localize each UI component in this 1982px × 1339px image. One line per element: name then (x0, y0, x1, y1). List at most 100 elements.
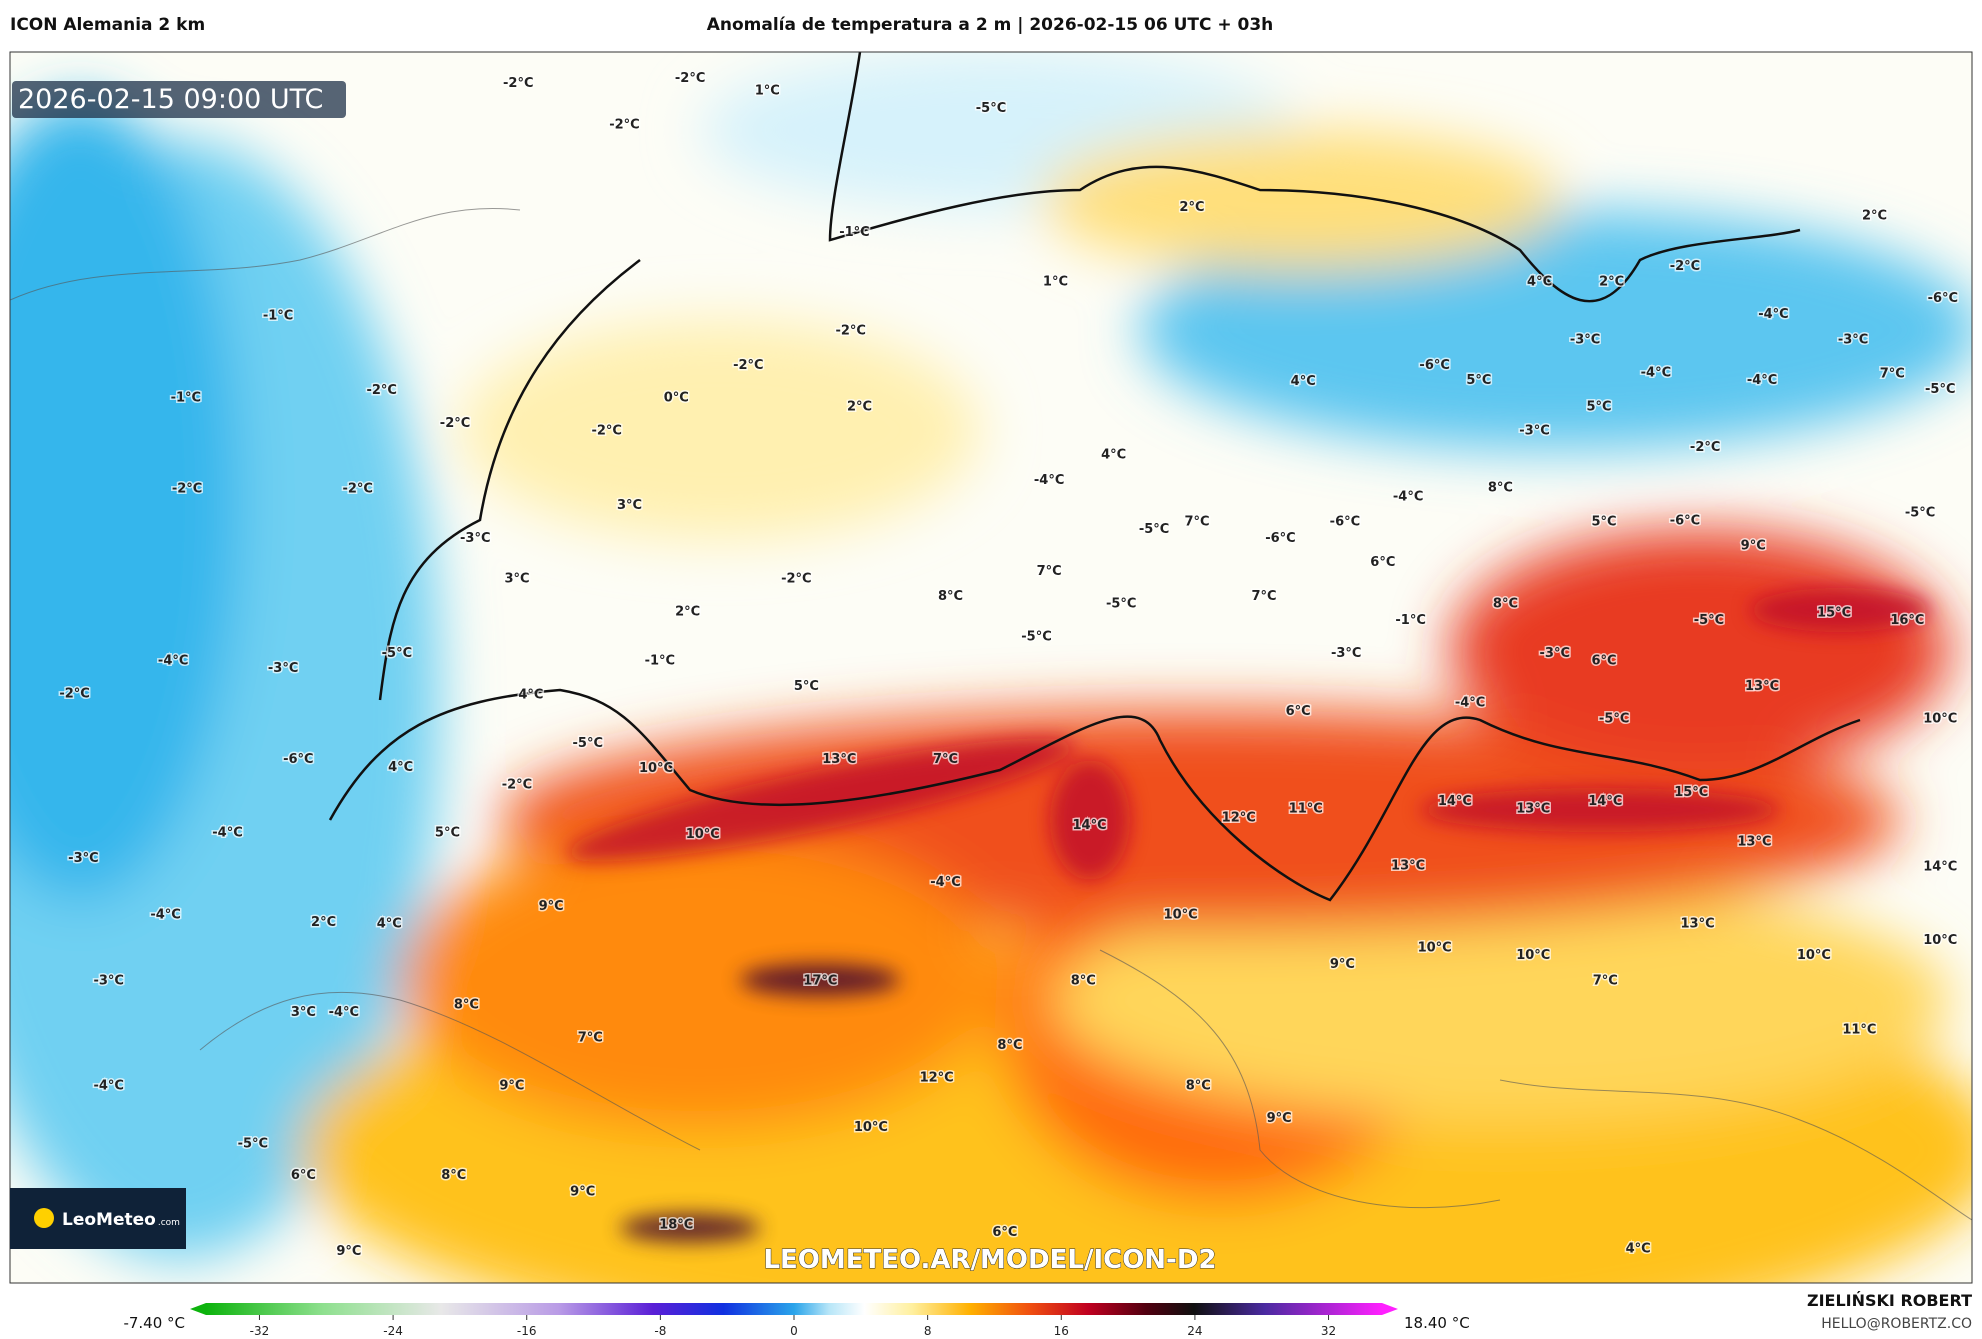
temperature-label: 14°C (1923, 860, 1957, 875)
temperature-label: 4°C (1101, 448, 1126, 463)
temperature-label: 13°C (1516, 801, 1550, 816)
temperature-label: 3°C (617, 498, 642, 513)
temperature-label: 11°C (1289, 801, 1323, 816)
temperature-label: 10°C (1418, 941, 1452, 956)
temperature-label: 15°C (1674, 785, 1708, 800)
temperature-label: -1°C (839, 225, 869, 240)
temperature-label: 13°C (822, 752, 856, 767)
temperature-label: -3°C (1519, 424, 1549, 439)
temperature-label: 5°C (1592, 515, 1617, 530)
colorbar-tick-label: 24 (1187, 1324, 1202, 1338)
temperature-label: 7°C (1880, 367, 1905, 382)
temperature-label: 0°C (664, 391, 689, 406)
temperature-label: 8°C (1488, 480, 1513, 495)
temperature-label: -3°C (1331, 646, 1361, 661)
temperature-label: -1°C (1395, 613, 1425, 628)
temperature-label: 12°C (920, 1071, 954, 1086)
temperature-label: -5°C (1021, 630, 1051, 645)
temperature-label: -2°C (781, 571, 811, 586)
temperature-label: 16°C (1890, 613, 1924, 628)
temperature-label: 2°C (311, 915, 336, 930)
temperature-label: -5°C (1694, 613, 1724, 628)
temperature-label: 7°C (578, 1030, 603, 1045)
temperature-label: 7°C (1184, 515, 1209, 530)
temperature-label: -2°C (609, 118, 639, 133)
temperature-label: -2°C (835, 324, 865, 339)
colorbar (206, 1303, 1382, 1315)
temperature-label: -3°C (460, 531, 490, 546)
temperature-label: 4°C (1291, 374, 1316, 389)
temperature-label: -1°C (171, 391, 201, 406)
timestamp: 2026-02-15 09:00 UTC (18, 84, 323, 115)
temperature-label: 11°C (1842, 1023, 1876, 1038)
temperature-label: -6°C (1330, 515, 1360, 530)
temperature-label: -5°C (382, 646, 412, 661)
temperature-label: -3°C (1838, 333, 1868, 348)
temperature-label: -6°C (1670, 513, 1700, 528)
temperature-label: -6°C (1265, 531, 1295, 546)
colorbar-tick-label: 0 (790, 1324, 798, 1338)
temperature-label: 8°C (1071, 973, 1096, 988)
temperature-label: -2°C (591, 424, 621, 439)
temperature-label: -3°C (1570, 333, 1600, 348)
temperature-label: -2°C (59, 686, 89, 701)
temperature-label: -4°C (212, 825, 242, 840)
temperature-label: -5°C (573, 736, 603, 751)
temperature-label: 9°C (1330, 957, 1355, 972)
temperature-label: -2°C (502, 777, 532, 792)
temperature-label: -3°C (68, 851, 98, 866)
temperature-label: 5°C (1466, 373, 1491, 388)
temperature-label: 8°C (1186, 1078, 1211, 1093)
temperature-label: 5°C (794, 679, 819, 694)
temperature-label: 2°C (1599, 274, 1624, 289)
temperature-label: -5°C (1139, 522, 1169, 537)
temperature-label: -5°C (238, 1136, 268, 1151)
temperature-label: 13°C (1681, 917, 1715, 932)
temperature-label: -4°C (150, 908, 180, 923)
map: -2°C -2°C 1°C -2°C -5°C 2°C -1°C 2°C -1°C 1°C -2°C… (10, 52, 1972, 1283)
temperature-label: -6°C (1419, 358, 1449, 373)
colorbar-max: 18.40 °C (1404, 1314, 1470, 1332)
temperature-label: -2°C (675, 71, 705, 86)
temperature-label: 9°C (1741, 539, 1766, 554)
temperature-label: 10°C (1923, 933, 1957, 948)
temperature-label: 4°C (388, 760, 413, 775)
temperature-label: 10°C (1164, 908, 1198, 923)
temperature-label: 8°C (454, 997, 479, 1012)
logo-sun (34, 1208, 54, 1228)
temperature-label: 14°C (1073, 818, 1107, 833)
temperature-label: 2°C (675, 604, 700, 619)
temperature-label: -4°C (1758, 307, 1788, 322)
colorbar-tick-label: 32 (1321, 1324, 1336, 1338)
temperature-label: -5°C (1599, 712, 1629, 727)
temperature-label: 4°C (518, 688, 543, 703)
email: HELLO@ROBERTZ.CO (1821, 1316, 1972, 1332)
colorbar-end-high (1382, 1303, 1398, 1315)
temperature-label: -4°C (1641, 365, 1671, 380)
temperature-label: 17°C (803, 973, 837, 988)
temperature-label: 13°C (1391, 858, 1425, 873)
temperature-label: 10°C (854, 1120, 888, 1135)
temperature-label: 7°C (1593, 973, 1618, 988)
temperature-label: -5°C (1925, 382, 1955, 397)
temperature-label: 5°C (435, 825, 460, 840)
temperature-label: 6°C (291, 1168, 316, 1183)
temperature-label: 4°C (377, 917, 402, 932)
temperature-label: -4°C (1034, 473, 1064, 488)
colorbar-min: -7.40 °C (123, 1314, 185, 1332)
colorbar-tick-label: -32 (250, 1324, 270, 1338)
temperature-label: -2°C (1690, 440, 1720, 455)
temperature-label: 12°C (1222, 810, 1256, 825)
temperature-label: 8°C (938, 589, 963, 604)
temperature-label: 7°C (1251, 589, 1276, 604)
map-frame (9, 51, 1973, 1284)
temperature-label: 3°C (504, 571, 529, 586)
temperature-label: -4°C (1455, 695, 1485, 710)
temperature-label: -3°C (93, 973, 123, 988)
temperature-label: -4°C (158, 654, 188, 669)
temperature-label: -1°C (263, 309, 293, 324)
colorbar-tick-label: -8 (654, 1324, 666, 1338)
temperature-label: -2°C (172, 482, 202, 497)
temperature-label: 10°C (639, 761, 673, 776)
